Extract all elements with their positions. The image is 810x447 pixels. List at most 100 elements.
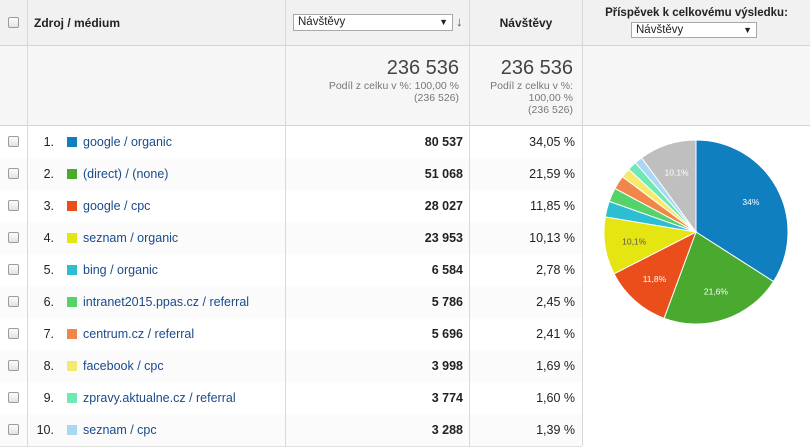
pie-slice-label: 34% — [742, 197, 759, 207]
row-index: 9. — [43, 391, 54, 405]
total-metric-base: (236 526) — [414, 92, 459, 104]
sort-descending-icon[interactable]: ↓ — [456, 14, 463, 29]
row-visits: 5 696 — [431, 327, 463, 341]
series-color-swatch — [67, 425, 77, 435]
column-divider — [469, 0, 470, 446]
row-visits-percent: 10,13 % — [529, 231, 575, 245]
row-source-link[interactable]: (direct) / (none) — [83, 167, 169, 181]
contribution-select[interactable]: Návštěvy ▼ — [631, 22, 757, 38]
row-visits: 5 786 — [431, 295, 463, 309]
table-row: 2. (direct) / (none) 51 068 21,59 % — [0, 158, 582, 191]
metric-select-value: Návštěvy — [298, 16, 346, 28]
series-color-swatch — [67, 393, 77, 403]
contribution-header: Příspěvek k celkovému výsledku: — [605, 7, 788, 19]
column-divider — [285, 0, 286, 446]
table-row: 5. bing / organic 6 584 2,78 % — [0, 254, 582, 287]
row-source-link[interactable]: seznam / cpc — [83, 423, 157, 437]
row-visits: 6 584 — [431, 263, 463, 277]
table-row: 9. zpravy.aktualne.cz / referral 3 774 1,60… — [0, 382, 582, 415]
visits-column-header[interactable]: Návštěvy — [499, 16, 553, 30]
row-visits-percent: 1,39 % — [536, 423, 575, 437]
column-divider — [27, 0, 28, 446]
total-visits-share-label: Podíl z celku v %: — [490, 80, 573, 92]
row-visits-percent: 1,69 % — [536, 359, 575, 373]
row-visits-percent: 11,85 % — [530, 199, 575, 213]
row-visits: 23 953 — [424, 231, 463, 245]
pie-slice-label: 10,1% — [622, 237, 647, 247]
row-source-link[interactable]: centrum.cz / referral — [83, 327, 195, 341]
row-index: 4. — [43, 231, 54, 245]
row-index: 10. — [36, 423, 54, 437]
series-color-swatch — [67, 201, 77, 211]
dropdown-arrow-icon: ▼ — [439, 17, 448, 27]
row-visits: 3 774 — [431, 391, 463, 405]
pie-slice-label: 10,1% — [665, 168, 690, 178]
row-index: 3. — [43, 199, 54, 213]
row-visits-percent: 1,60 % — [536, 391, 575, 405]
row-source-link[interactable]: google / cpc — [83, 199, 151, 213]
contribution-select-value: Návštěvy — [636, 24, 684, 36]
total-metric-share: Podíl z celku v %: 100,00 % — [328, 80, 459, 92]
row-index: 8. — [43, 359, 54, 373]
row-source-link[interactable]: seznam / organic — [83, 231, 179, 245]
metric-select[interactable]: Návštěvy ▼ — [293, 14, 453, 31]
total-visits-base: (236 526) — [528, 104, 573, 116]
row-source-link[interactable]: google / organic — [83, 135, 172, 149]
total-visits-share: 100,00 % — [528, 92, 573, 104]
series-color-swatch — [67, 297, 77, 307]
table-row: 3. google / cpc 28 027 11,85 % — [0, 190, 582, 223]
row-checkbox[interactable] — [8, 392, 19, 403]
total-visits-value: 236 536 — [500, 57, 573, 79]
table-row: 7. centrum.cz / referral 5 696 2,41 % — [0, 318, 582, 351]
table-row: 10. seznam / cpc 3 288 1,39 % — [0, 414, 582, 447]
row-visits: 3 998 — [431, 359, 463, 373]
row-visits-percent: 21,59 % — [529, 167, 575, 181]
pie-slice-label: 21,6% — [704, 286, 729, 296]
row-checkbox[interactable] — [8, 168, 19, 179]
table-row: 6. intranet2015.ppas.cz / referral 5 786 2,… — [0, 286, 582, 319]
table-row: 8. facebook / cpc 3 998 1,69 % — [0, 350, 582, 383]
pie-slice-2[interactable] — [663, 231, 775, 325]
totals-row: 236 536 Podíl z celku v %: 100,00 % (236… — [0, 46, 810, 126]
dropdown-arrow-icon: ▼ — [743, 25, 752, 35]
contribution-pie-chart: 34% 21,6% 11,8% 10,1% 10,1% — [603, 139, 789, 325]
row-visits-percent: 34,05 % — [529, 135, 575, 149]
row-checkbox[interactable] — [8, 296, 19, 307]
row-checkbox[interactable] — [8, 136, 19, 147]
dimension-header[interactable]: Zdroj / médium — [34, 16, 121, 30]
row-index: 6. — [43, 295, 54, 309]
row-visits: 28 027 — [424, 199, 463, 213]
row-index: 5. — [43, 263, 54, 277]
series-color-swatch — [67, 361, 77, 371]
row-visits: 51 068 — [424, 167, 463, 181]
row-visits: 3 288 — [431, 423, 463, 437]
row-source-link[interactable]: facebook / cpc — [83, 359, 164, 373]
row-source-link[interactable]: zpravy.aktualne.cz / referral — [83, 391, 236, 405]
row-checkbox[interactable] — [8, 360, 19, 371]
row-checkbox[interactable] — [8, 264, 19, 275]
total-metric-value: 236 536 — [386, 57, 459, 79]
row-checkbox[interactable] — [8, 328, 19, 339]
row-checkbox[interactable] — [8, 232, 19, 243]
row-checkbox[interactable] — [8, 424, 19, 435]
series-color-swatch — [67, 233, 77, 243]
row-visits-percent: 2,41 % — [536, 327, 575, 341]
pie-slice-11[interactable] — [640, 139, 697, 234]
series-color-swatch — [67, 265, 77, 275]
pie-slice-3[interactable] — [613, 230, 697, 319]
series-color-swatch — [67, 169, 77, 179]
pie-slice-label: 11,8% — [643, 274, 667, 284]
row-source-link[interactable]: intranet2015.ppas.cz / referral — [83, 295, 250, 309]
column-divider — [582, 0, 583, 446]
row-source-link[interactable]: bing / organic — [83, 263, 159, 277]
select-all-checkbox[interactable] — [8, 17, 19, 28]
series-color-swatch — [67, 137, 77, 147]
row-checkbox[interactable] — [8, 200, 19, 211]
row-index: 1. — [43, 135, 54, 149]
table-row: 4. seznam / organic 23 953 10,13 % — [0, 222, 582, 255]
table-header: Zdroj / médium Návštěvy ▼ ↓ Návštěvy Pří… — [0, 0, 810, 46]
row-visits-percent: 2,78 % — [536, 263, 575, 277]
row-index: 2. — [43, 167, 54, 181]
row-visits-percent: 2,45 % — [536, 295, 575, 309]
